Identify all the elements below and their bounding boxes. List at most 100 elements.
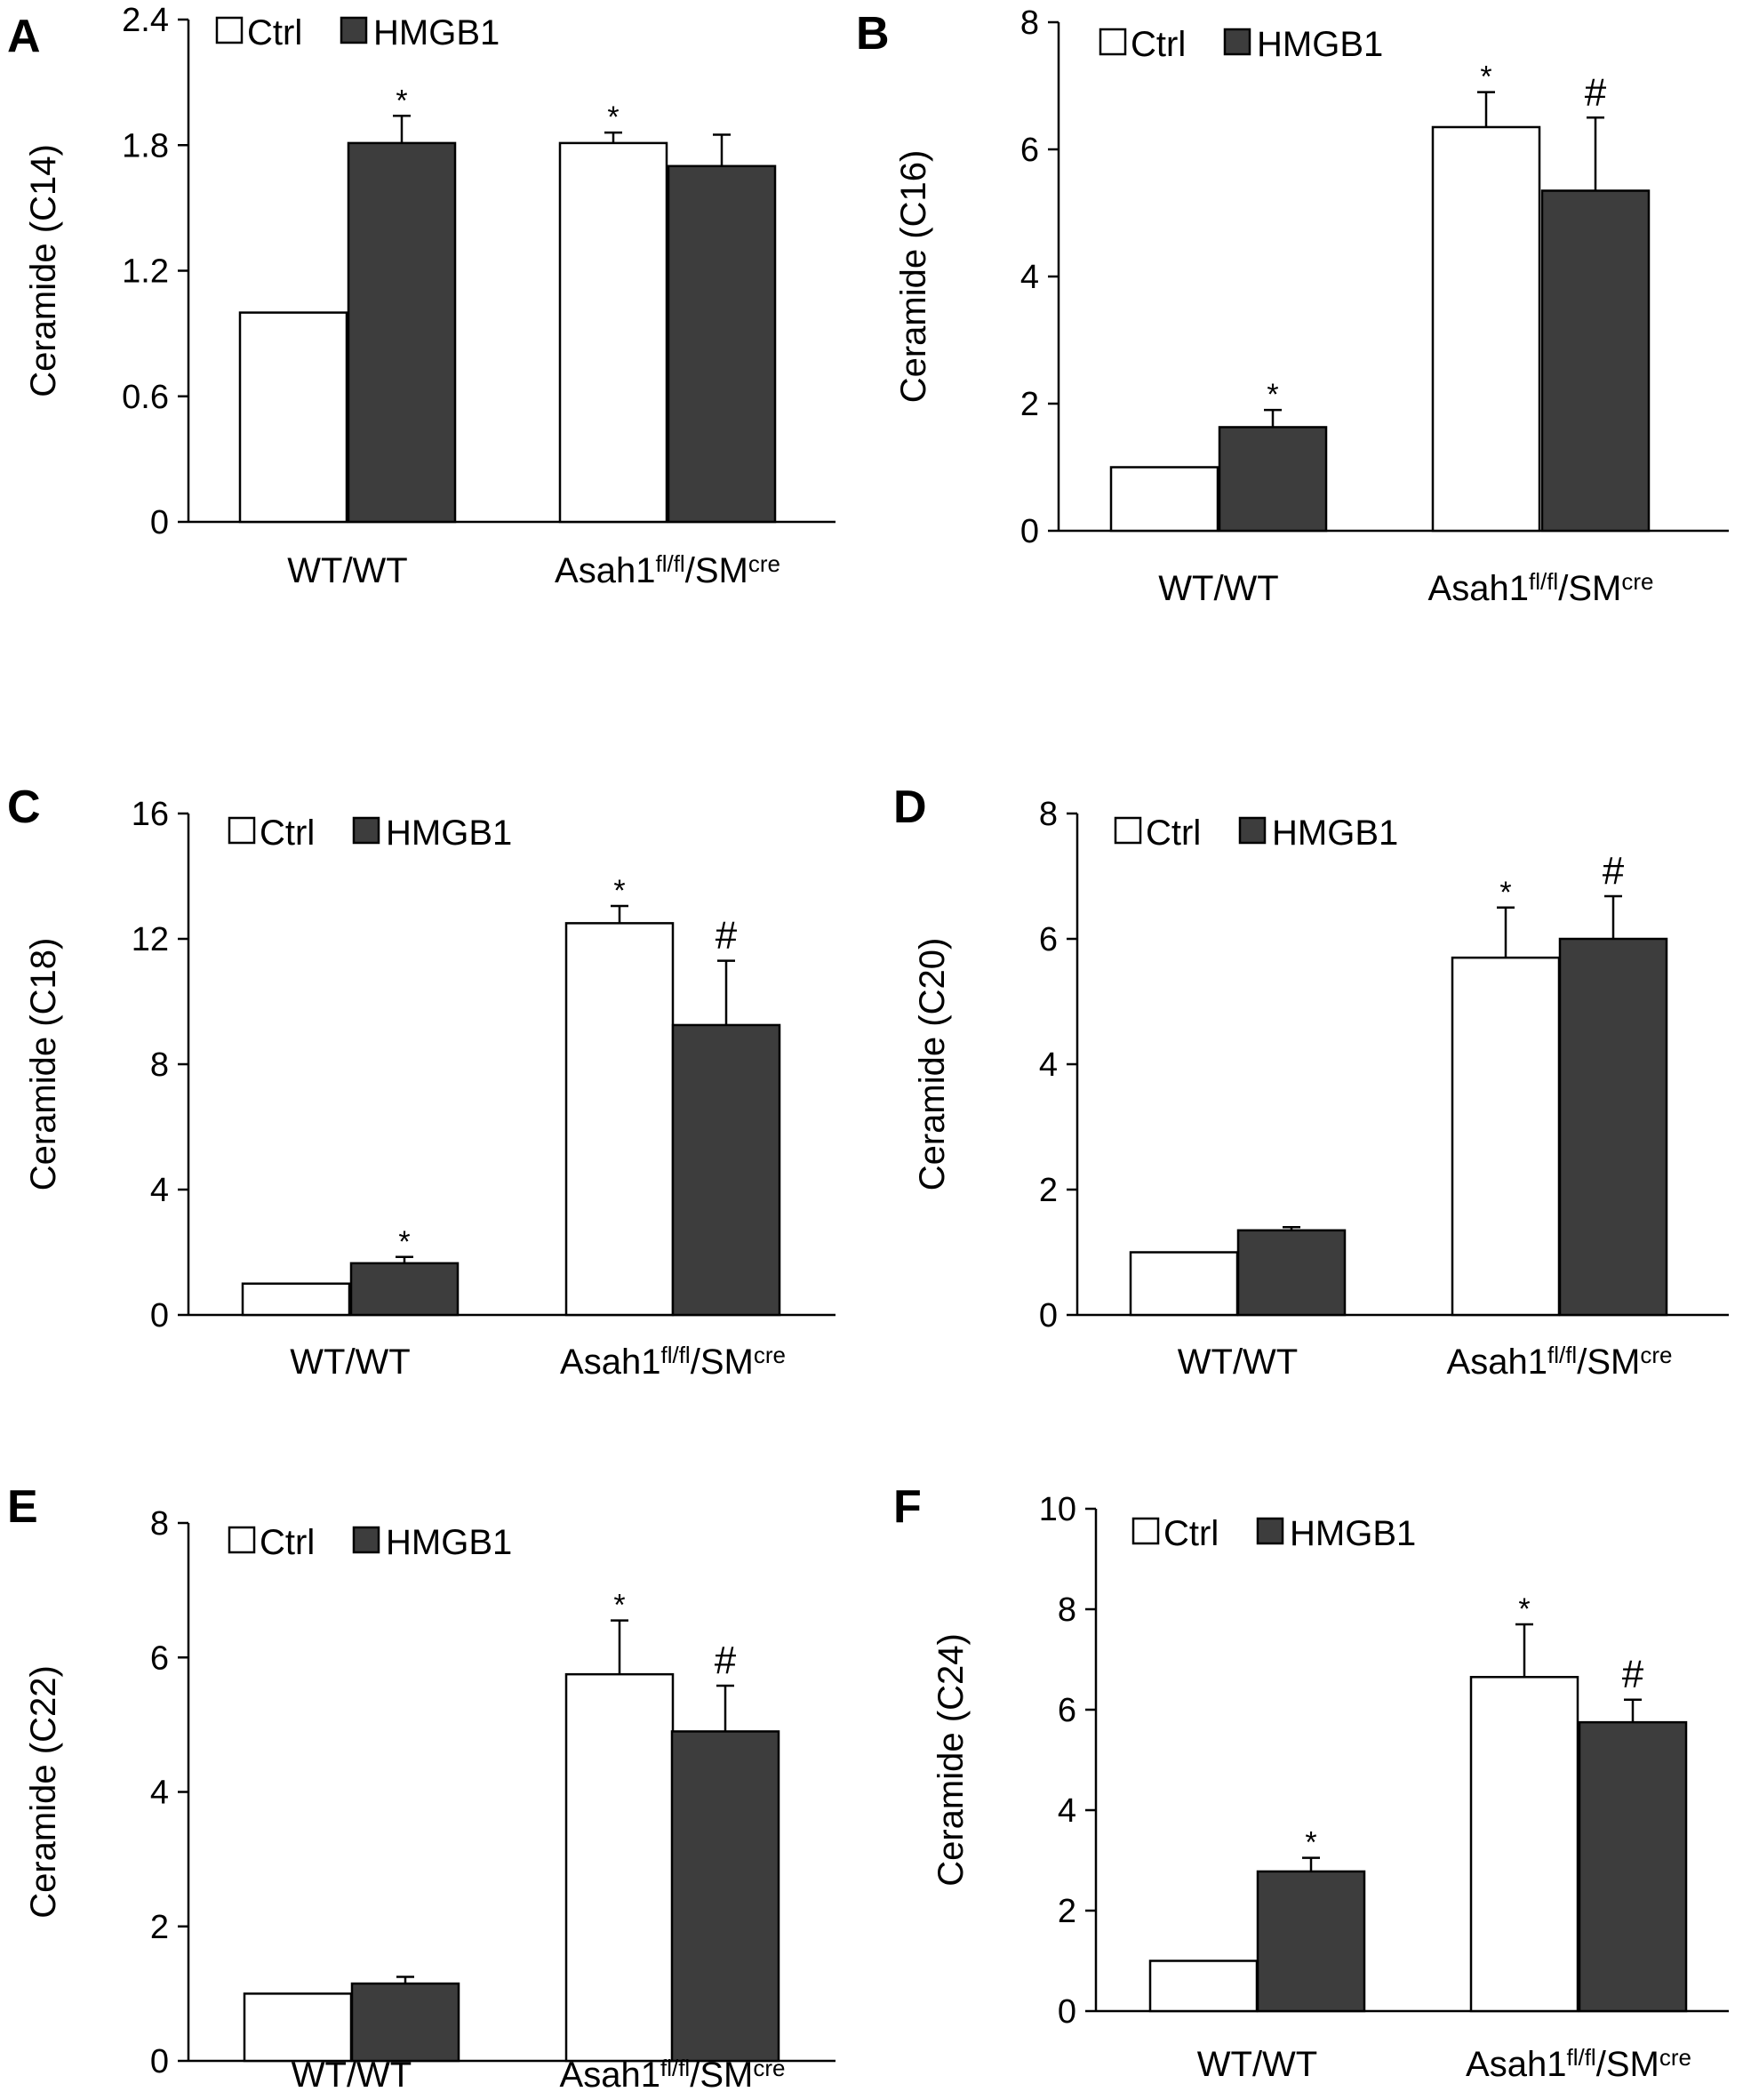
category-label-part: Asah1 <box>1447 1343 1547 1382</box>
legend-label-ctrl: Ctrl <box>247 13 302 52</box>
panel-letter: A <box>7 11 41 62</box>
category-label-part: Asah1 <box>560 1343 660 1382</box>
y-tick-label: 2 <box>1039 1172 1058 1209</box>
y-axis-title: Ceramide (C22) <box>24 1665 63 1919</box>
category-label-part: /SM <box>690 2056 753 2095</box>
y-tick-label: 0 <box>150 2043 169 2080</box>
bar-ctrl-ko <box>564 1672 675 2063</box>
legend-swatch-ctrl <box>228 1526 256 1554</box>
category-label-wt: WT/WT <box>287 551 408 590</box>
category-label-part: cre <box>754 1342 786 1368</box>
category-label-part: Asah1 <box>560 2056 660 2095</box>
y-tick-label: 0 <box>150 1297 169 1335</box>
bar-hmgb1-ko <box>670 1730 780 2063</box>
category-label-part: Asah1 <box>1466 2045 1566 2084</box>
legend: Ctrl HMGB1 <box>228 814 512 853</box>
category-label-ko: Asah1fl/fl/SMcre <box>1447 1342 1673 1382</box>
y-tick-label: 0.6 <box>122 379 169 416</box>
category-label-part: cre <box>753 2055 785 2081</box>
significance-star: * <box>1267 378 1278 412</box>
y-axis-title: Ceramide (C14) <box>24 144 63 397</box>
y-tick-label: 6 <box>1039 921 1058 958</box>
y-tick-label: 6 <box>1058 1692 1076 1729</box>
category-label-part: cre <box>1640 1342 1672 1368</box>
category-label-wt: WT/WT <box>1178 1343 1299 1382</box>
bar-ctrl-wt <box>1129 1251 1239 1317</box>
legend-swatch-ctrl <box>1099 28 1127 56</box>
bar-ctrl-wt <box>243 1992 353 2063</box>
legend-swatch-ctrl <box>215 16 244 44</box>
significance-star: * <box>1499 876 1511 910</box>
significance-star: * <box>1305 1826 1316 1860</box>
chart-panel-c: C 0 4 8 12 16 Ceramide (C18) * * # Ctrl HMGB1 WT/WT A… <box>7 781 836 1382</box>
y-tick-label: 8 <box>1058 1591 1076 1629</box>
legend-swatch-hmgb1 <box>1238 816 1267 845</box>
y-tick-label: 4 <box>150 1172 169 1209</box>
category-label-ko: Asah1fl/fl/SMcre <box>560 1342 786 1382</box>
category-label-part: cre <box>1659 2044 1691 2071</box>
panel-letter: B <box>856 8 890 60</box>
significance-star: * <box>613 874 625 908</box>
chart-panel-f: F 0 2 4 6 8 10 Ceramide (C24) * * # Ctrl HMGB1 WT/WT A… <box>893 1481 1729 2084</box>
legend-swatch-ctrl <box>1131 1517 1160 1545</box>
legend-swatch-hmgb1 <box>1256 1517 1284 1545</box>
significance-star: * <box>1480 60 1491 94</box>
category-label-part: fl/fl <box>1566 2044 1595 2071</box>
category-label-part: fl/fl <box>1529 568 1558 595</box>
bar-hmgb1-ko <box>1540 189 1651 533</box>
bar-ctrl-wt <box>238 311 348 524</box>
y-tick-label: 2 <box>1058 1893 1076 1930</box>
legend: Ctrl HMGB1 <box>215 13 500 52</box>
bar-hmgb1-wt <box>349 1262 460 1317</box>
y-tick-label: 4 <box>150 1775 169 1812</box>
category-label-part: /SM <box>685 551 748 590</box>
y-tick-label: 0 <box>150 504 169 541</box>
legend-label-ctrl: Ctrl <box>260 814 315 853</box>
bar-hmgb1-wt <box>350 1982 460 2063</box>
category-label-wt: WT/WT <box>290 1343 411 1382</box>
bar-ctrl-ko <box>564 922 675 1317</box>
legend-label-ctrl: Ctrl <box>1163 1514 1219 1553</box>
legend-label-ctrl: Ctrl <box>1146 814 1201 853</box>
y-tick-label: 8 <box>1039 796 1058 833</box>
y-axis-title: Ceramide (C18) <box>24 938 63 1191</box>
bar-hmgb1-ko <box>1578 1720 1688 2013</box>
category-label-part: Asah1 <box>555 551 655 590</box>
chart-panel-a: A 0 0.6 1.2 1.8 2.4 Ceramide (C14) * * Ctrl HMGB1 W… <box>7 2 836 590</box>
bar-hmgb1-wt <box>1236 1229 1347 1317</box>
significance-star: * <box>613 1589 625 1623</box>
legend-label-hmgb1: HMGB1 <box>1272 814 1398 853</box>
y-tick-label: 6 <box>150 1639 169 1677</box>
legend-label-ctrl: Ctrl <box>1131 25 1186 64</box>
y-tick-label: 0 <box>1020 513 1039 550</box>
y-tick-label: 6 <box>1020 132 1039 169</box>
y-tick-label: 2 <box>1020 386 1039 423</box>
category-label-part: Asah1 <box>1428 569 1529 608</box>
y-tick-label: 1.2 <box>122 253 169 291</box>
legend: Ctrl HMGB1 <box>228 1523 512 1562</box>
y-axis-title: Ceramide (C16) <box>894 150 933 404</box>
y-tick-label: 1.8 <box>122 127 169 164</box>
y-tick-label: 4 <box>1058 1792 1076 1830</box>
bar-hmgb1-wt <box>1256 1870 1366 2013</box>
bar-ctrl-wt <box>241 1282 351 1317</box>
bar-ctrl-ko <box>1431 125 1541 533</box>
legend-swatch-hmgb1 <box>1223 28 1251 56</box>
y-tick-label: 4 <box>1039 1046 1058 1084</box>
category-label-part: /SM <box>1558 569 1621 608</box>
bar-ctrl-wt <box>1109 466 1219 533</box>
legend-swatch-ctrl <box>228 816 256 845</box>
bar-ctrl-wt <box>1148 1960 1259 2013</box>
bar-ctrl-ko <box>1469 1676 1579 2013</box>
category-label-part: fl/fl <box>660 1342 690 1368</box>
bar-hmgb1-wt <box>347 141 457 524</box>
significance-star: * <box>1518 1592 1530 1626</box>
bar-hmgb1-ko <box>671 1023 781 1317</box>
panel-letter: C <box>7 781 41 833</box>
significance-hash: # <box>716 914 738 958</box>
legend-label-hmgb1: HMGB1 <box>386 1523 512 1562</box>
category-label-part: cre <box>1621 568 1653 595</box>
category-label-part: /SM <box>1596 2045 1659 2084</box>
legend: Ctrl HMGB1 <box>1131 1514 1416 1553</box>
